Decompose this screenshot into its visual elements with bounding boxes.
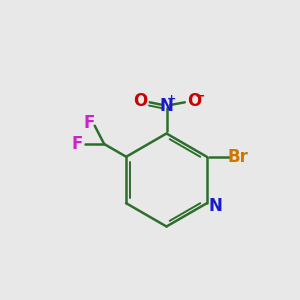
Text: O: O bbox=[134, 92, 148, 110]
Text: N: N bbox=[209, 197, 223, 215]
Text: F: F bbox=[72, 135, 83, 153]
Text: N: N bbox=[160, 97, 173, 115]
Text: Br: Br bbox=[227, 148, 248, 166]
Text: −: − bbox=[195, 89, 205, 103]
Text: O: O bbox=[187, 92, 201, 110]
Text: +: + bbox=[167, 94, 176, 104]
Text: F: F bbox=[83, 114, 94, 132]
